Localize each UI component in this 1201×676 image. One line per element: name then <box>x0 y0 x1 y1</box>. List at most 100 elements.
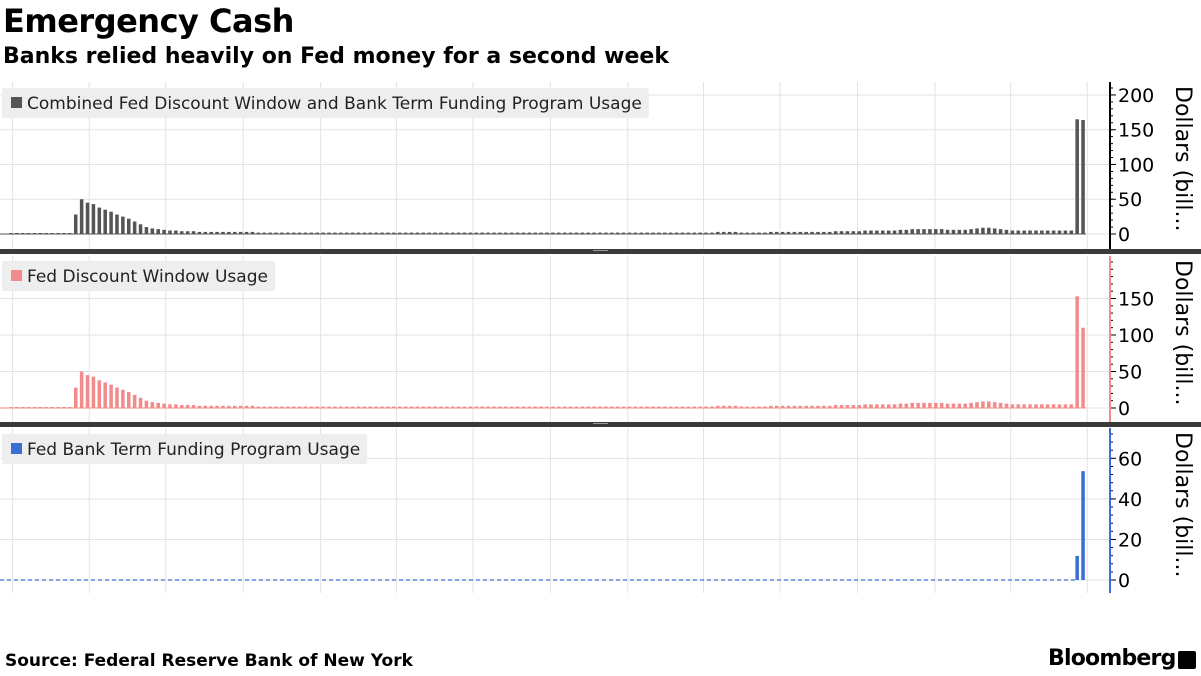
bar <box>221 405 225 408</box>
bar <box>480 232 484 234</box>
bar <box>468 232 473 234</box>
bar <box>215 405 219 408</box>
bar <box>221 231 225 234</box>
bar <box>798 405 803 408</box>
bar <box>792 231 797 234</box>
bar <box>126 218 131 234</box>
bar <box>215 231 219 234</box>
bar <box>886 230 891 234</box>
bar <box>881 230 885 234</box>
bar <box>132 221 137 234</box>
bar <box>780 405 785 408</box>
bar <box>126 391 131 408</box>
bar <box>710 232 714 234</box>
bar <box>610 406 614 408</box>
bar <box>1028 404 1032 408</box>
bar <box>869 230 873 234</box>
bar <box>227 405 231 408</box>
chart-subtitle: Banks relied heavily on Fed money for a … <box>3 44 669 69</box>
bar <box>185 231 190 234</box>
bar <box>97 380 102 408</box>
bar <box>138 224 143 234</box>
bar <box>774 231 779 234</box>
bar <box>992 228 997 234</box>
bar <box>480 406 484 408</box>
bar <box>315 232 320 234</box>
separator-grip <box>593 423 608 424</box>
bar <box>1075 119 1079 234</box>
bar <box>515 232 520 234</box>
bar <box>109 211 113 234</box>
bar <box>674 232 679 234</box>
panel-separator <box>0 422 1201 427</box>
chart-title: Emergency Cash <box>3 2 294 40</box>
bar <box>527 406 532 408</box>
bar <box>822 405 826 408</box>
bar <box>710 406 714 408</box>
bar <box>827 405 832 408</box>
bar <box>1016 404 1021 408</box>
bar <box>668 232 673 234</box>
bar <box>969 229 973 234</box>
bar <box>580 406 585 408</box>
bar <box>969 402 973 408</box>
y-tick-label: 60 <box>1118 448 1142 470</box>
bar <box>810 405 814 408</box>
bar <box>380 406 384 408</box>
bar <box>503 406 508 408</box>
bar <box>1028 230 1032 234</box>
bar <box>374 232 378 234</box>
bar <box>780 231 785 234</box>
bar <box>562 232 567 234</box>
bar <box>415 232 420 234</box>
bar <box>1075 555 1079 580</box>
bar <box>674 406 679 408</box>
bar <box>533 406 537 408</box>
bar <box>845 405 850 408</box>
bar <box>115 214 119 234</box>
bar <box>621 232 626 234</box>
bar <box>957 229 962 234</box>
bar <box>209 405 213 408</box>
bar <box>928 229 932 234</box>
bar <box>668 406 673 408</box>
bar <box>551 232 555 234</box>
bar <box>509 232 514 234</box>
bar <box>156 229 160 234</box>
bar <box>297 406 302 408</box>
bar <box>733 405 738 408</box>
bar <box>409 232 414 234</box>
bar <box>327 406 331 408</box>
bar <box>309 406 314 408</box>
y-axis-label: Dollars (bill... <box>1170 86 1195 231</box>
bar <box>686 406 691 408</box>
legend-label: Fed Bank Term Funding Program Usage <box>27 440 360 460</box>
bar <box>256 232 261 234</box>
bar <box>1010 230 1015 234</box>
bar <box>951 403 956 408</box>
bar <box>692 406 697 408</box>
bar <box>963 229 968 234</box>
bar <box>191 231 196 234</box>
bar <box>91 204 96 234</box>
bar <box>945 403 950 408</box>
bar <box>32 407 37 408</box>
bar <box>657 406 661 408</box>
bar <box>38 407 43 408</box>
bar <box>875 230 879 234</box>
bar <box>9 407 13 408</box>
bar <box>44 233 49 234</box>
bar <box>615 406 620 408</box>
bar <box>327 232 331 234</box>
bar <box>704 406 708 408</box>
bar <box>209 231 213 234</box>
bar <box>680 232 685 234</box>
bar <box>1045 230 1050 234</box>
bar <box>150 228 155 234</box>
bar <box>150 402 155 408</box>
bar <box>568 232 573 234</box>
bar <box>256 406 261 408</box>
bar <box>397 406 402 408</box>
bar <box>156 402 160 408</box>
bar <box>763 232 767 234</box>
